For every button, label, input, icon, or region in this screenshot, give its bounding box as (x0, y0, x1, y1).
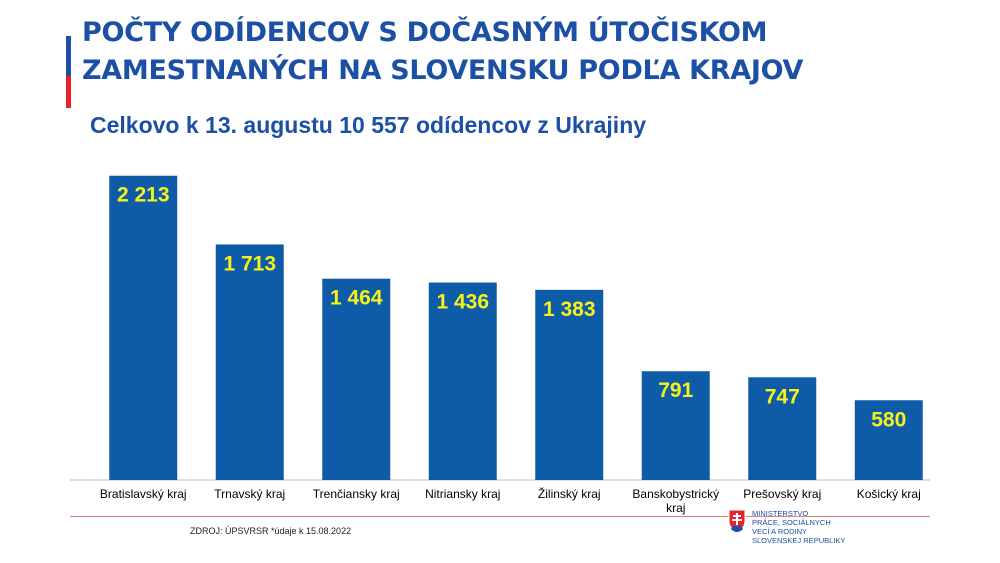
logo-line-3: VECÍ A RODINY (752, 527, 808, 536)
category-label-2: Trnavský kraj (214, 487, 285, 501)
logo-text: MINISTERSTVO PRÁCE, SOCIÁLNYCH VECÍ A RO… (752, 509, 845, 545)
bar-value-label-4: 1 436 (436, 291, 489, 314)
coat-of-arms-icon (728, 509, 746, 533)
category-label-4: Nitriansky kraj (425, 487, 500, 501)
bar-value-label-1: 2 213 (117, 184, 170, 207)
accent-bar-blue (66, 36, 71, 76)
category-label-6: Banskobystrický kraj (632, 487, 719, 515)
bar-4 (428, 282, 497, 480)
source-note: ZDROJ: ÚPSVRSR *údaje k 15.08.2022 (190, 526, 352, 536)
category-labels-group: Bratislavský kraj Trnavský kraj Trenčiansk… (100, 486, 921, 515)
bars-group (109, 175, 923, 480)
category-label-7: Prešovský kraj (743, 487, 821, 501)
logo-line-2: PRÁCE, SOCIÁLNYCH (752, 518, 831, 527)
logo-line-1: MINISTERSTVO (752, 509, 809, 518)
bar-value-label-6: 791 (658, 379, 693, 402)
category-label-8: Košický kraj (857, 487, 921, 501)
page-title: POČTY ODÍDENCOV S DOČASNÝM ÚTOČISKOM ZAM… (82, 14, 803, 90)
category-label-1: Bratislavský kraj (100, 487, 187, 501)
bar-value-label-8: 580 (871, 408, 906, 431)
bar-value-label-3: 1 464 (330, 287, 383, 310)
bar-2 (215, 244, 284, 480)
bar-8 (854, 400, 923, 480)
footer-divider (70, 516, 930, 517)
logo-line-4: SLOVENSKEJ REPUBLIKY (752, 536, 846, 545)
value-labels-group: 2 213 1 713 1 464 1 436 1 383 791 747 580 (117, 184, 906, 432)
title-line-1: POČTY ODÍDENCOV S DOČASNÝM ÚTOČISKOM (82, 17, 768, 48)
subtitle: Celkovo k 13. augustu 10 557 odídencov z… (90, 112, 647, 138)
bar-value-label-7: 747 (765, 385, 800, 408)
ministry-logo: MINISTERSTVO PRÁCE, SOCIÁLNYCH VECÍ A RO… (728, 509, 845, 545)
category-label-5: Žilinský kraj (538, 486, 601, 501)
bar-value-label-2: 1 713 (223, 252, 276, 275)
bar-1 (109, 175, 178, 480)
title-line-2: ZAMESTNANÝCH NA SLOVENSKU PODĽA KRAJOV (82, 55, 804, 86)
bar-6 (641, 371, 710, 480)
bar-value-label-5: 1 383 (543, 298, 596, 321)
bar-7 (748, 377, 817, 480)
category-label-3: Trenčiansky kraj (313, 487, 400, 501)
bar-3 (322, 278, 391, 480)
accent-bar-red (66, 76, 71, 108)
bar-5 (535, 289, 604, 480)
